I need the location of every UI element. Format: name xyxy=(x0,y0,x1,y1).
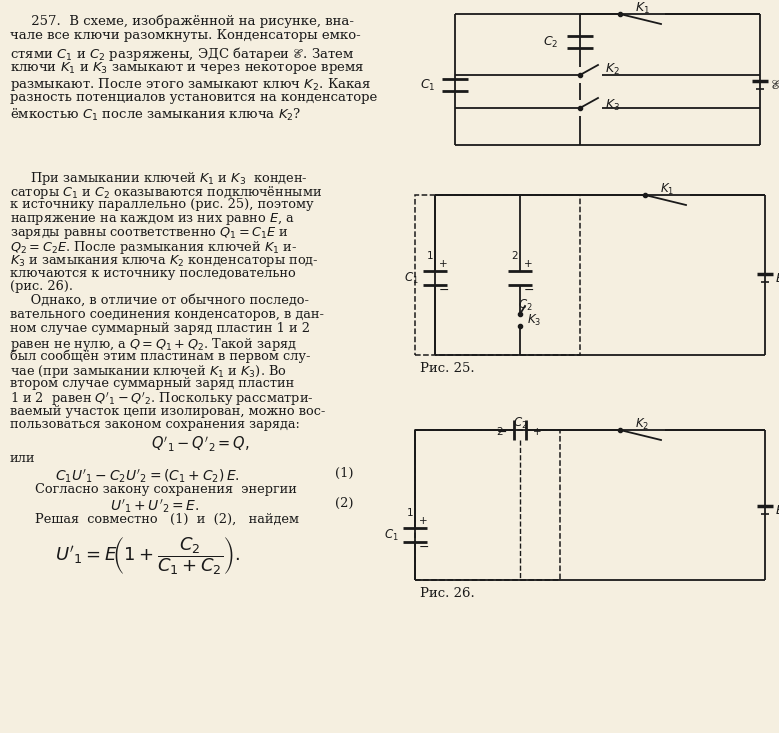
Text: (рис. 26).: (рис. 26). xyxy=(10,281,73,293)
Text: $E$: $E$ xyxy=(775,504,779,517)
Text: $C_1$: $C_1$ xyxy=(404,270,419,286)
Text: ключи $K_1$ и $K_3$ замыкают и через некоторое время: ключи $K_1$ и $K_3$ замыкают и через нек… xyxy=(10,61,365,76)
Text: равен не нулю, а $Q = Q_1 + Q_2$. Такой заряд: равен не нулю, а $Q = Q_1 + Q_2$. Такой … xyxy=(10,336,297,353)
Text: $C_1$: $C_1$ xyxy=(420,78,435,92)
Text: $C_1$: $C_1$ xyxy=(384,528,399,542)
Text: $C_1 U'_1 - C_2 U'_2 = (C_1 + C_2)\, E.$: $C_1 U'_1 - C_2 U'_2 = (C_1 + C_2)\, E.$ xyxy=(55,467,240,485)
Text: (2): (2) xyxy=(335,497,354,510)
Text: ёмкостью $C_1$ после замыкания ключа $K_2$?: ёмкостью $C_1$ после замыкания ключа $K_… xyxy=(10,107,301,123)
Text: $K_3$: $K_3$ xyxy=(527,312,541,328)
Text: +: + xyxy=(533,427,541,437)
Text: $K_1$: $K_1$ xyxy=(635,1,650,16)
Text: напряжение на каждом из них равно $E$, а: напряжение на каждом из них равно $E$, а xyxy=(10,211,294,227)
Text: Решая  совместно   (1)  и  (2),   найдем: Решая совместно (1) и (2), найдем xyxy=(35,513,299,526)
Text: +: + xyxy=(439,259,448,269)
Bar xyxy=(415,195,580,355)
Text: пользоваться законом сохранения заряда:: пользоваться законом сохранения заряда: xyxy=(10,419,300,432)
Text: $K_3$: $K_3$ xyxy=(605,98,620,113)
Text: 1: 1 xyxy=(427,251,433,261)
Text: Согласно закону сохранения  энергии: Согласно закону сохранения энергии xyxy=(35,483,297,496)
Text: $K_2$: $K_2$ xyxy=(605,62,620,77)
Text: или: или xyxy=(10,452,36,465)
Text: ключаются к источнику последовательно: ключаются к источнику последовательно xyxy=(10,267,296,279)
Text: 1: 1 xyxy=(407,508,414,518)
Text: саторы $C_1$ и $C_2$ оказываются подключёнными: саторы $C_1$ и $C_2$ оказываются подключ… xyxy=(10,184,322,201)
Text: 2: 2 xyxy=(512,251,518,261)
Text: 1 и 2  равен $Q'_1 - Q'_2$. Поскольку рассматри-: 1 и 2 равен $Q'_1 - Q'_2$. Поскольку рас… xyxy=(10,391,314,408)
Text: 2: 2 xyxy=(497,427,503,437)
Text: $K_2$: $K_2$ xyxy=(636,417,650,432)
Text: −: − xyxy=(419,540,429,553)
Text: −: − xyxy=(524,284,534,297)
Text: $C_2$: $C_2$ xyxy=(513,416,527,431)
Text: вательного соединения конденсаторов, в дан-: вательного соединения конденсаторов, в д… xyxy=(10,308,324,321)
Text: $Q'_1 - Q'_2 = Q,$: $Q'_1 - Q'_2 = Q,$ xyxy=(150,434,249,454)
Text: заряды равны соответственно $Q_1 = C_1 E$ и: заряды равны соответственно $Q_1 = C_1 E… xyxy=(10,225,289,241)
Text: чале все ключи разомкнуты. Конденсаторы емко-: чале все ключи разомкнуты. Конденсаторы … xyxy=(10,29,361,43)
Text: $U'_1 + U'_2 = E.$: $U'_1 + U'_2 = E.$ xyxy=(110,497,199,515)
Text: ваемый участок цепи изолирован, можно вос-: ваемый участок цепи изолирован, можно во… xyxy=(10,405,326,418)
Text: Однако, в отличие от обычного последо-: Однако, в отличие от обычного последо- xyxy=(10,294,309,307)
Text: стями $C_1$ и $C_2$ разряжены, ЭДС батареи $\mathscr{E}$. Затем: стями $C_1$ и $C_2$ разряжены, ЭДС батар… xyxy=(10,45,354,63)
Text: разность потенциалов установится на конденсаторе: разность потенциалов установится на конд… xyxy=(10,92,377,105)
Text: 257.  В схеме, изображённой на рисунке, вна-: 257. В схеме, изображённой на рисунке, в… xyxy=(10,14,354,28)
Text: −: − xyxy=(496,425,507,438)
Text: (1): (1) xyxy=(335,467,354,480)
Text: к источнику параллельно (рис. 25), поэтому: к источнику параллельно (рис. 25), поэто… xyxy=(10,198,314,210)
Text: $C_2$: $C_2$ xyxy=(518,298,533,313)
Text: втором случае суммарный заряд пластин: втором случае суммарный заряд пластин xyxy=(10,377,294,390)
Text: ном случае суммарный заряд пластин 1 и 2: ном случае суммарный заряд пластин 1 и 2 xyxy=(10,322,310,335)
Text: Рис. 25.: Рис. 25. xyxy=(420,362,474,375)
Text: $K_1$: $K_1$ xyxy=(661,182,675,197)
Text: +: + xyxy=(419,516,428,526)
Text: $U'_1 = E\!\left(1 + \dfrac{C_2}{C_1 + C_2}\right).$: $U'_1 = E\!\left(1 + \dfrac{C_2}{C_1 + C… xyxy=(55,535,241,577)
Text: $Q_2 = C_2 E$. После размыкания ключей $K_1$ и-: $Q_2 = C_2 E$. После размыкания ключей $… xyxy=(10,239,297,256)
Text: −: − xyxy=(439,284,449,297)
Text: При замыкании ключей $K_1$ и $K_3$  конден-: При замыкании ключей $K_1$ и $K_3$ конде… xyxy=(10,170,308,187)
Text: был сообщён этим пластинам в первом слу-: был сообщён этим пластинам в первом слу- xyxy=(10,350,311,363)
Text: размыкают. После этого замыкают ключ $K_2$. Какая: размыкают. После этого замыкают ключ $K_… xyxy=(10,76,371,93)
Bar xyxy=(415,430,560,580)
Text: чае (при замыкании ключей $K_1$ и $K_3$). Во: чае (при замыкании ключей $K_1$ и $K_3$)… xyxy=(10,363,287,380)
Text: $K_3$ и замыкания ключа $K_2$ конденсаторы под-: $K_3$ и замыкания ключа $K_2$ конденсато… xyxy=(10,253,319,269)
Text: Рис. 26.: Рис. 26. xyxy=(420,587,474,600)
Text: $\mathscr{E}$: $\mathscr{E}$ xyxy=(770,78,779,92)
Text: +: + xyxy=(524,259,533,269)
Text: $E$: $E$ xyxy=(775,271,779,284)
Text: $C_2$: $C_2$ xyxy=(543,34,558,50)
